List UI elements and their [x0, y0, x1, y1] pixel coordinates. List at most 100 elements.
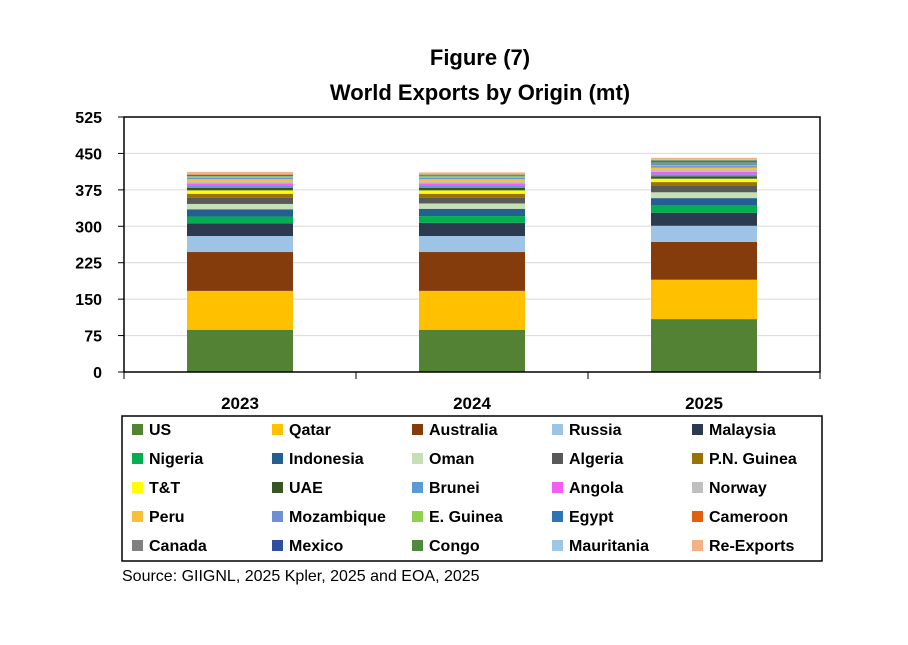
bar-segment-indonesia-2025 [651, 198, 757, 206]
legend-swatch [272, 482, 283, 493]
legend-label: Australia [429, 422, 498, 439]
legend-label: P.N. Guinea [709, 451, 797, 468]
bar-segment-indonesia-2024 [419, 208, 525, 217]
legend-swatch [412, 482, 423, 493]
bar-segment-russia-2023 [187, 236, 293, 253]
legend-label: Congo [429, 538, 480, 555]
y-tick-label: 300 [75, 219, 102, 236]
bar-segment-nigeria-2025 [651, 205, 757, 213]
bar-segment-brunei-2023 [187, 185, 293, 188]
bar-segment-oman-2025 [651, 192, 757, 199]
bar-segment-brunei-2025 [651, 174, 757, 177]
bar-segment-algeria-2025 [651, 185, 757, 193]
legend-label: Qatar [289, 422, 331, 439]
legend-label: Malaysia [709, 422, 776, 439]
legend-label: Mauritania [569, 538, 649, 555]
legend-swatch [692, 453, 703, 464]
y-tick-label: 525 [75, 110, 102, 127]
bar-segment-angola-2025 [651, 171, 757, 175]
bar-segment-norway-2023 [187, 181, 293, 184]
y-tick-label: 450 [75, 146, 102, 163]
y-tick-label: 375 [75, 183, 102, 200]
legend-swatch [272, 424, 283, 435]
bar-segment-t-t-2023 [187, 190, 293, 194]
legend-swatch [272, 511, 283, 522]
bar-segment-malaysia-2024 [419, 222, 525, 236]
legend-swatch [692, 482, 703, 493]
bar-segment-peru-2024 [419, 179, 525, 182]
bar-segment-e-guinea-2025 [651, 164, 757, 167]
legend-swatch [552, 482, 563, 493]
y-tick-label: 75 [84, 329, 102, 346]
bar-segment-uae-2025 [651, 176, 757, 179]
legend-label: E. Guinea [429, 509, 503, 526]
bar-segment-angola-2024 [419, 183, 525, 186]
bar-segment-indonesia-2023 [187, 209, 293, 217]
legend-label: Nigeria [149, 451, 203, 468]
legend-label: Algeria [569, 451, 623, 468]
legend-label: Angola [569, 480, 623, 497]
legend-label: Brunei [429, 480, 480, 497]
legend-swatch [132, 424, 143, 435]
bar-segment-mozambique-2025 [651, 166, 757, 168]
bar-segment-qatar-2023 [187, 290, 293, 330]
legend-swatch [412, 511, 423, 522]
y-tick-label: 150 [75, 292, 102, 309]
bar-segment-congo-2025 [651, 160, 757, 162]
bar-segment-angola-2023 [187, 183, 293, 186]
bar-segment-us-2023 [187, 329, 293, 372]
legend-swatch [552, 540, 563, 551]
bar-segment-egypt-2023 [187, 174, 293, 177]
bar-segment-nigeria-2023 [187, 216, 293, 224]
bar-segment-re-exports-2025 [651, 157, 757, 160]
bar-segment-e-guinea-2023 [187, 176, 293, 178]
legend-swatch [272, 540, 283, 551]
x-tick-label: 2025 [685, 394, 723, 413]
bar-segment-p-n-guinea-2025 [651, 182, 757, 186]
bar-segment-mozambique-2024 [419, 177, 525, 180]
legend-swatch [552, 424, 563, 435]
bar-segment-norway-2025 [651, 169, 757, 172]
chart-title: Figure (7) [429, 45, 531, 70]
legend-swatch [132, 540, 143, 551]
legend-swatch [132, 453, 143, 464]
bar-segment-uae-2024 [419, 187, 525, 191]
legend-label: UAE [289, 480, 323, 497]
bar-segment-p-n-guinea-2024 [419, 193, 525, 198]
legend-swatch [412, 540, 423, 551]
y-tick-label: 0 [93, 365, 102, 382]
bar-segment-oman-2023 [187, 203, 293, 210]
chart-subtitle: World Exports by Origin (mt) [329, 80, 631, 105]
legend-label: US [149, 422, 172, 439]
bar-segment-egypt-2024 [419, 175, 525, 177]
legend-swatch [412, 453, 423, 464]
legend-swatch [552, 453, 563, 464]
bar-segment-russia-2024 [419, 236, 525, 253]
y-tick-label: 225 [75, 256, 102, 273]
x-tick-label: 2023 [221, 394, 259, 413]
bar-segment-brunei-2024 [419, 185, 525, 188]
legend-label: Norway [709, 480, 767, 497]
bar-segment-uae-2023 [187, 187, 293, 191]
legend-label: Mexico [289, 538, 343, 555]
bar-segment-re-exports-2024 [419, 172, 525, 175]
legend-label: Egypt [569, 509, 614, 526]
bar-segment-australia-2025 [651, 241, 757, 280]
bar-segment-australia-2023 [187, 252, 293, 291]
legend-swatch [272, 453, 283, 464]
bar-segment-oman-2024 [419, 203, 525, 209]
legend-label: Re-Exports [709, 538, 794, 555]
legend-box [121, 415, 823, 562]
bar-segment-peru-2023 [187, 179, 293, 182]
legend-swatch [692, 540, 703, 551]
legend-swatch [692, 424, 703, 435]
bar-segment-russia-2025 [651, 225, 757, 242]
bar-segment-nigeria-2024 [419, 216, 525, 223]
x-tick-label: 2024 [453, 394, 491, 413]
bar-segment-t-t-2025 [651, 178, 757, 183]
bar-segment-us-2024 [419, 329, 525, 372]
bar-segment-egypt-2025 [651, 163, 757, 165]
bar-segment-norway-2024 [419, 181, 525, 184]
legend-label: T&T [149, 480, 180, 497]
